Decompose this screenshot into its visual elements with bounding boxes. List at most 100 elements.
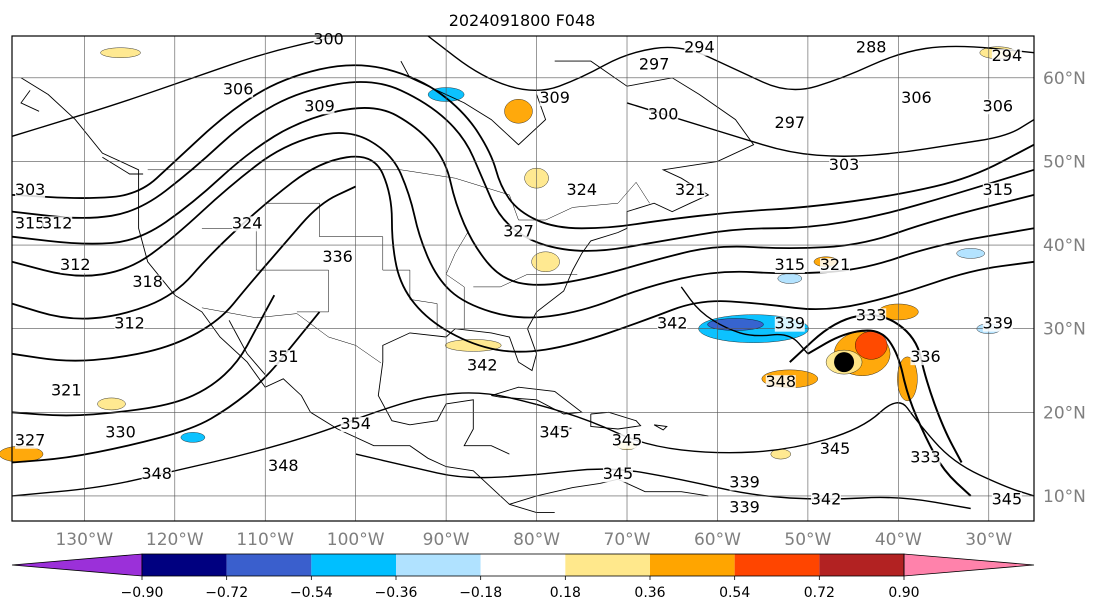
colorbar-tick-label: −0.54: [290, 585, 333, 601]
contour-label: 321: [51, 381, 82, 400]
contour-label-bg: [268, 350, 299, 366]
contour-line: [11, 132, 1035, 319]
contour-label: 300: [313, 29, 344, 48]
coastline: [653, 424, 668, 431]
latitude-label: 40°N: [1043, 236, 1086, 256]
latitude-label: 60°N: [1043, 69, 1086, 89]
longitude-labels: 130°W 120°W 110°W 100°W 90°W 80°W 70°W 60°W 50°W…: [55, 530, 1012, 550]
contour-label-bg: [648, 107, 679, 123]
contour-label: 324: [232, 213, 263, 232]
colorbar-segment: [311, 554, 396, 576]
contour-label: 312: [60, 255, 91, 274]
contour-label: 336: [322, 247, 353, 266]
political-border: [296, 270, 329, 313]
contour-label: 315: [775, 255, 806, 274]
contour-label: 351: [268, 347, 299, 366]
contour-label-bg: [60, 258, 91, 274]
coastlines: [20, 60, 755, 514]
contour-label-bg: [810, 492, 841, 508]
contour-label: 345: [539, 422, 570, 441]
contour-label: 297: [639, 54, 670, 73]
contour-label: 339: [729, 498, 760, 517]
contour-label-bg: [774, 258, 805, 274]
contour-line: [11, 294, 276, 417]
colorbar-extend-max: [903, 553, 1035, 577]
contour-label-bg: [991, 492, 1022, 508]
contour-label: 345: [612, 431, 643, 450]
anomaly-region: [531, 251, 560, 272]
contour-label-bg: [612, 433, 643, 449]
colorbar-tick-label: 0.18: [550, 585, 581, 601]
colorbar-segment: [396, 554, 481, 576]
contour-label: 306: [983, 96, 1014, 115]
anomaly-region: [100, 47, 141, 58]
contour-label: 342: [811, 489, 842, 508]
longitude-label: 120°W: [146, 530, 204, 550]
contour-label: 342: [467, 355, 498, 374]
contour-label: 306: [223, 80, 254, 99]
latitude-label: 50°N: [1043, 152, 1086, 172]
colorbar-tick-label: 0.90: [888, 585, 919, 601]
contour-label-bg: [856, 308, 887, 324]
coastline: [20, 90, 40, 112]
contour-line: [11, 35, 338, 137]
anomaly-region: [180, 432, 206, 443]
contour-label-bg: [829, 157, 860, 173]
colorbar-outline: [141, 553, 905, 577]
colorbar-tick-label: −0.18: [459, 585, 502, 601]
anomaly-region: [956, 248, 985, 259]
contour-label: 321: [820, 255, 851, 274]
contour-label-bg: [232, 216, 263, 232]
contour-label-bg: [765, 375, 796, 391]
contour-label-bg: [132, 274, 163, 290]
contour-label-bg: [729, 475, 760, 491]
contour-label-bg: [901, 90, 932, 106]
contour-label: 288: [856, 38, 887, 57]
coastline: [491, 386, 583, 415]
contour-label: 309: [304, 96, 335, 115]
colorbar-segment: [819, 554, 904, 576]
contour-label-bg: [467, 358, 498, 374]
contour-label-bg: [268, 458, 299, 474]
political-border: [473, 274, 578, 288]
contour-label-bg: [982, 316, 1013, 332]
colorbar-segment: [226, 554, 312, 576]
colorbar-segment: [142, 554, 227, 576]
contour-label-bg: [340, 417, 371, 433]
contour-label: 330: [105, 422, 136, 441]
coastline: [400, 60, 547, 146]
colorbar-tick-labels: −0.90 −0.72 −0.54 −0.36 −0.18 0.18 0.36 0.54 0.7…: [121, 576, 920, 601]
contour-line: [11, 81, 1035, 252]
contour-label-bg: [503, 224, 534, 240]
colorbar-extend-min: [11, 553, 143, 577]
latitude-label: 20°N: [1043, 403, 1086, 423]
contour-label-bg: [982, 182, 1013, 198]
longitude-label: 50°W: [784, 530, 831, 550]
map-frame: [11, 35, 1035, 522]
colorbar-tick-label: −0.90: [121, 585, 164, 601]
contour-label-bg: [114, 316, 145, 332]
colorbar-segment: [565, 554, 650, 576]
coastline: [102, 156, 144, 175]
contour-label-bg: [42, 216, 73, 232]
contour-label: 348: [141, 464, 172, 483]
contour-label-bg: [729, 500, 760, 516]
contour-label-bg: [774, 115, 805, 131]
colorbar-tick-label: 0.36: [634, 585, 665, 601]
contour-label: 354: [340, 414, 371, 433]
longitude-label: 80°W: [513, 530, 560, 550]
colorbar-segment: [734, 554, 820, 576]
contour-label-bg: [141, 467, 172, 483]
contour-label: 294: [992, 46, 1023, 65]
contour-label-bg: [304, 99, 335, 115]
contour-label-bg: [820, 442, 851, 458]
contour-label: 333: [856, 305, 887, 324]
map-title: 2024091800 F048: [449, 11, 596, 30]
coastline: [382, 60, 755, 372]
contour-labels: 300 294 297 288 294 306 309 309 300 297 306 306 303 3…: [15, 29, 1022, 516]
contour-label-bg: [566, 182, 597, 198]
contour-label-bg: [657, 316, 688, 332]
contour-label-bg: [602, 467, 633, 483]
contour-label: 312: [114, 314, 145, 333]
